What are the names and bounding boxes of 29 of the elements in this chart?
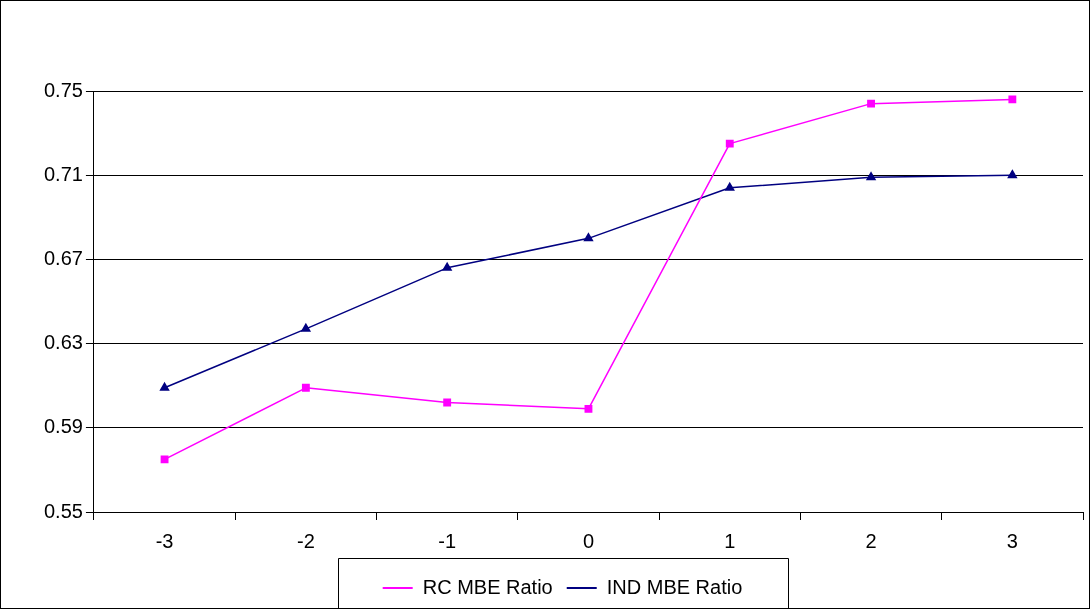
y-tick-label: 0.63 bbox=[43, 331, 83, 354]
point bbox=[301, 383, 310, 392]
x-tick-label: 2 bbox=[865, 529, 877, 552]
point bbox=[301, 323, 311, 332]
y-tick-label: 0.71 bbox=[43, 162, 83, 185]
point bbox=[866, 172, 876, 181]
point bbox=[584, 404, 593, 413]
y-tick-label: 0.75 bbox=[43, 78, 83, 101]
legend-label: RC MBE Ratio bbox=[422, 575, 553, 598]
point bbox=[160, 455, 169, 464]
point bbox=[725, 182, 735, 191]
point bbox=[1008, 95, 1017, 104]
point bbox=[867, 99, 875, 108]
y-tick-label: 0.55 bbox=[43, 499, 83, 522]
point bbox=[725, 139, 734, 148]
point bbox=[442, 262, 452, 271]
x-tick-label: 3 bbox=[1006, 529, 1018, 552]
x-tick-label: -3 bbox=[155, 529, 174, 552]
x-tick-label: -2 bbox=[296, 529, 315, 552]
y-tick-label: 0.67 bbox=[43, 246, 83, 269]
legend-label: IND MBE Ratio bbox=[606, 575, 743, 598]
y-tick-label: 0.59 bbox=[43, 415, 83, 438]
x-tick-label: 1 bbox=[724, 529, 736, 552]
point bbox=[443, 398, 452, 407]
point bbox=[159, 382, 170, 391]
x-tick-label: -1 bbox=[438, 529, 457, 552]
point bbox=[583, 233, 594, 242]
x-tick-label: 0 bbox=[582, 529, 595, 552]
point bbox=[1007, 169, 1017, 179]
